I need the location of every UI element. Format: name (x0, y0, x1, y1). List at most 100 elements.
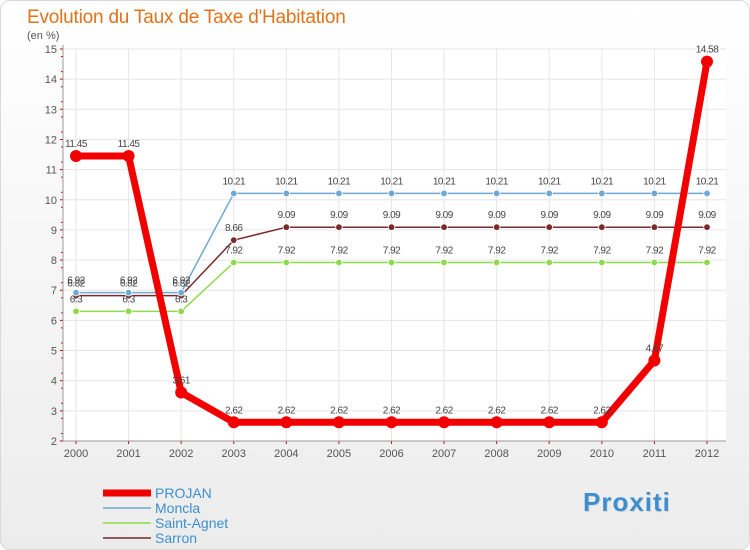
y-tick-label: 12 (45, 134, 57, 146)
x-tick-label: 2008 (484, 448, 508, 460)
data-label: 6.3 (70, 294, 83, 305)
data-label: 6.92 (172, 276, 190, 287)
data-label: 9.09 (698, 210, 716, 221)
x-tick-label: 2010 (590, 448, 614, 460)
data-label: 10.21 (591, 176, 614, 187)
data-label: 6.82 (172, 279, 190, 290)
data-point (282, 189, 291, 198)
data-point (703, 223, 711, 231)
data-label: 10.21 (433, 176, 456, 187)
data-point (492, 189, 501, 198)
data-label: 10.21 (328, 176, 351, 187)
data-point (335, 189, 343, 198)
data-label: 11.45 (118, 139, 141, 150)
data-point (440, 189, 448, 198)
data-point (230, 236, 238, 244)
data-label: 9.09 (435, 210, 453, 221)
data-point (387, 223, 396, 231)
data-label: 7.92 (278, 245, 296, 256)
data-point (648, 354, 661, 367)
data-point (650, 223, 659, 231)
y-tick-label: 6 (51, 315, 57, 327)
data-label: 9.09 (593, 210, 611, 221)
data-label: 2.62 (593, 405, 611, 416)
data-label: 2.62 (330, 405, 348, 416)
data-label: 7.92 (593, 245, 611, 256)
y-tick-label: 3 (51, 406, 57, 418)
proxiti-logo: Proxiti (583, 487, 671, 518)
data-point (595, 416, 608, 429)
data-label: 2.62 (383, 405, 401, 416)
x-tick-label: 2012 (695, 448, 719, 460)
data-point (492, 258, 501, 267)
data-point (72, 307, 80, 316)
data-point (124, 307, 133, 316)
unit-label: (en %) (27, 30, 60, 42)
x-tick-label: 2000 (64, 448, 88, 460)
data-point (227, 416, 240, 429)
data-label: 9.09 (383, 210, 401, 221)
data-label: 2.62 (225, 405, 243, 416)
data-point (280, 416, 293, 429)
data-point (438, 416, 451, 429)
data-label: 4.67 (646, 343, 664, 354)
data-label: 6.92 (120, 276, 138, 287)
y-tick-label: 10 (45, 195, 57, 207)
data-label: 9.09 (541, 210, 559, 221)
data-point (545, 223, 553, 231)
legend-label: Saint-Agnet (155, 515, 228, 531)
data-label: 7.92 (383, 245, 401, 256)
data-point (70, 150, 82, 163)
data-label: 9.09 (278, 210, 296, 221)
data-label: 7.92 (698, 245, 716, 256)
data-point (387, 189, 396, 198)
series-lines (70, 55, 713, 429)
x-tick-label: 2005 (327, 448, 351, 460)
data-label: 6.3 (122, 294, 135, 305)
data-label: 6.3 (175, 294, 188, 305)
data-point (385, 416, 398, 429)
data-label: 2.62 (435, 405, 453, 416)
data-label: 10.21 (485, 176, 508, 187)
plot-area (63, 49, 726, 441)
data-labels: 11.45 11.45 3.61 2.62 2.62 2.62 2.62 2.62 2.62 2.… (65, 45, 720, 417)
data-point (332, 416, 345, 429)
data-label: 7.92 (541, 245, 559, 256)
data-point (335, 223, 343, 231)
data-label: 8.66 (225, 223, 243, 234)
x-tick-label: 2009 (537, 448, 561, 460)
data-point (490, 416, 503, 429)
grid (63, 48, 726, 442)
data-label: 6.82 (67, 279, 85, 290)
y-tick-label: 11 (46, 165, 57, 177)
data-label: 2.62 (488, 405, 506, 416)
data-point (124, 288, 133, 297)
data-label: 11.45 (65, 139, 88, 150)
data-point (545, 258, 553, 267)
data-point (335, 258, 343, 267)
y-tick-label: 2 (51, 436, 57, 448)
data-label: 7.92 (646, 245, 664, 256)
data-label: 7.92 (488, 245, 506, 256)
y-tick-label: 8 (51, 255, 57, 267)
data-point (650, 258, 659, 267)
data-point (598, 189, 606, 198)
logo-text: Proxiti (583, 487, 671, 517)
data-label: 10.21 (538, 176, 561, 187)
data-point (177, 307, 185, 316)
data-label: 9.09 (646, 210, 664, 221)
data-label: 2.62 (541, 405, 559, 416)
data-label: 10.21 (222, 176, 245, 187)
data-label: 2.62 (278, 405, 296, 416)
data-point (492, 223, 501, 231)
data-point (282, 258, 291, 267)
y-tick-label: 5 (51, 346, 57, 358)
data-point (72, 288, 80, 297)
data-point (703, 258, 711, 267)
data-point (175, 386, 188, 399)
data-label: 6.92 (67, 276, 85, 287)
legend-label: PROJAN (155, 485, 212, 501)
data-point (598, 223, 606, 231)
